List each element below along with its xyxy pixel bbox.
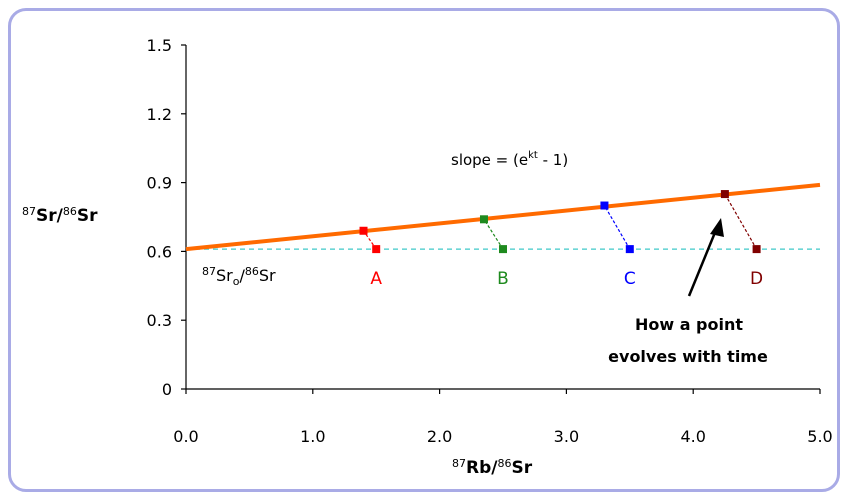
x-tick-label-3: 3.0 [554,427,579,446]
point-b-evolved [479,215,488,224]
initial-label-element1: Sr [216,266,233,285]
initial-label-separator: / [239,266,245,285]
evolution-line-c [603,205,631,250]
axis-tick-labels: 0 0.3 0.6 0.9 1.2 1.5 0.0 1.0 2.0 3.0 4.0 5.0 [147,36,833,446]
initial-label-isotope1: 87 [202,265,216,278]
evolution-line-b [483,218,504,250]
slope-label: slope = (ekt - 1) [451,150,568,169]
annotation-line-2: evolves with time [608,347,768,366]
point-a-initial [372,245,381,254]
point-a-evolved [359,226,368,235]
x-axis-label-isotope2: 86 [497,457,511,470]
y-axis-label-element2: Sr [77,206,98,226]
annotation-line-1: How a point [635,315,743,334]
point-c-initial [625,245,634,254]
initial-label-element2: Sr [259,266,276,285]
annotation-arrow [687,229,718,297]
evolution-line-d [724,193,758,250]
x-tick-label-4: 4.0 [680,427,705,446]
y-tick-label-3: 0.9 [147,174,172,193]
y-tick-label-0: 0 [162,380,172,399]
y-tick-label-1: 0.3 [147,311,172,330]
y-tick-label-4: 1.2 [147,105,172,124]
y-tick-label-2: 0.6 [147,242,172,261]
point-b-initial [499,245,507,254]
y-axis-label-isotope2: 86 [63,205,77,218]
chart-frame [8,8,840,492]
y-tick-label-5: 1.5 [147,36,172,55]
initial-label-isotope2: 86 [245,265,259,278]
point-label-b: B [497,269,509,289]
x-tick-label-5: 5.0 [807,427,832,446]
data-points [359,190,761,254]
initial-label-subscript: o [233,275,240,288]
evolution-line-a [363,230,377,250]
evolution-lines [363,193,758,250]
x-tick-label-2: 2.0 [427,427,452,446]
initial-ratio-label: 87Sro/86Sr [202,265,276,288]
point-label-c: C [624,269,636,289]
point-label-a: A [370,269,382,289]
point-d-evolved [720,190,729,199]
axis-ticks [181,44,821,394]
slope-label-prefix: slope = (e [451,151,528,169]
slope-label-suffix: - 1) [538,151,568,169]
x-tick-label-0: 0.0 [173,427,198,446]
slope-label-exponent: kt [528,150,538,161]
x-tick-label-1: 1.0 [300,427,325,446]
x-axis-label-element2: Sr [511,458,532,478]
annotation-arrowhead [710,218,724,237]
point-c-evolved [600,201,609,210]
y-axis-label: 87Sr/86Sr [22,205,98,226]
x-axis-label: 87Rb/86Sr [452,457,533,478]
point-label-d: D [750,269,763,289]
x-axis-label-isotope1: 87 [452,457,466,470]
point-labels: A B C D [370,269,763,289]
y-axis-label-isotope1: 87 [22,205,36,218]
point-d-initial [752,245,761,254]
y-axis-label-element1: Sr/ [36,206,64,226]
x-axis-label-element1: Rb/ [466,458,498,478]
isochron-line [185,182,821,252]
